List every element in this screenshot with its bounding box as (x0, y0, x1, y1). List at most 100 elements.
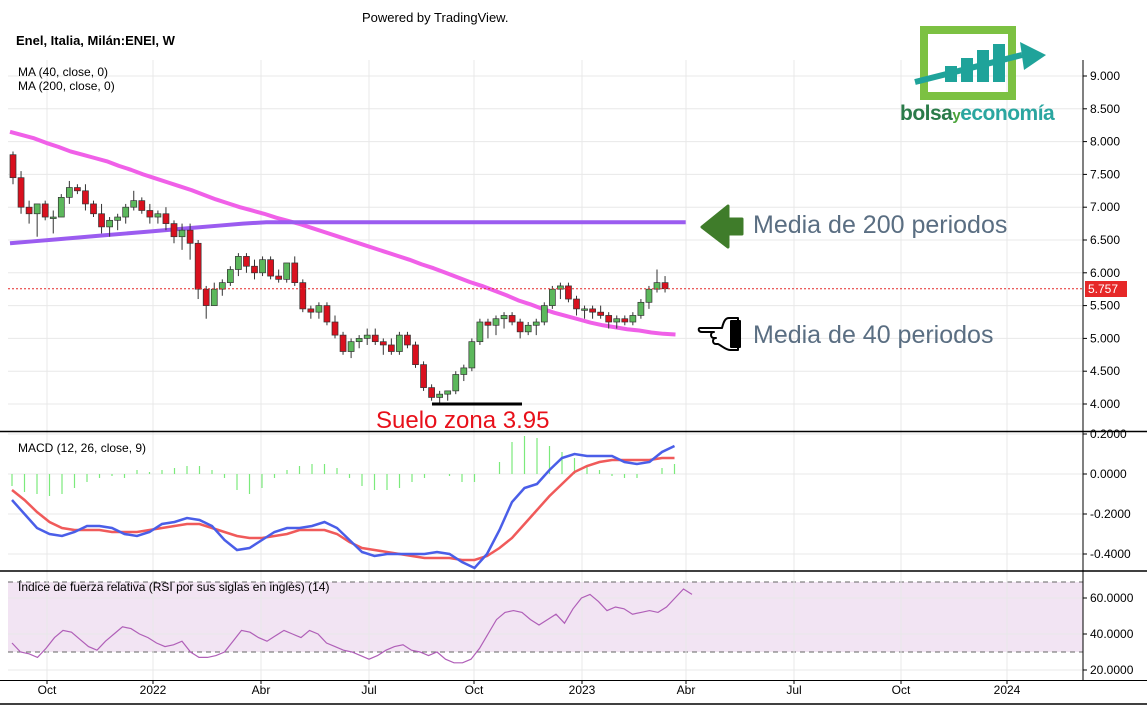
macd-tick-label: 0.2000 (1090, 427, 1127, 441)
candle (412, 341, 419, 368)
candle-body (243, 256, 250, 267)
ma200-line (9, 220, 686, 246)
candle (259, 256, 266, 277)
candle-body (363, 334, 371, 339)
candle-body (516, 321, 524, 333)
candle-body (227, 269, 234, 283)
candle (243, 253, 250, 273)
candle (404, 331, 411, 349)
rsi-tick-label: 20.0000 (1090, 663, 1134, 677)
candle-body (291, 262, 299, 283)
candle-body (452, 374, 460, 392)
candle (82, 184, 89, 211)
candle-body (65, 187, 73, 198)
candle-body (90, 203, 97, 215)
candle (33, 203, 41, 237)
price-axis: 4.000 4.500 5.000 5.500 6.000 6.500 7.000 7.500… (1083, 69, 1120, 411)
candle-body (629, 315, 637, 323)
candle-body (428, 387, 435, 398)
candle (339, 331, 347, 355)
candle (41, 200, 49, 221)
candle-body (33, 203, 41, 215)
candle-body (653, 282, 661, 290)
candle-body (98, 213, 105, 228)
candle-body (581, 308, 588, 311)
candle (476, 318, 484, 345)
candle (540, 302, 548, 326)
macd-tick-label: 0.0000 (1090, 467, 1127, 481)
macd-tick-label: -0.2000 (1090, 507, 1131, 521)
candle-body (283, 262, 291, 280)
candle (49, 210, 57, 234)
candlesticks (9, 151, 669, 404)
candle-body (138, 200, 146, 211)
candle-body (57, 197, 65, 218)
price-tick-label: 4.500 (1090, 364, 1120, 378)
candle (597, 305, 605, 319)
time-tick-label: 2022 (140, 683, 167, 697)
candle (194, 240, 202, 300)
candle (492, 315, 500, 336)
candle (106, 217, 113, 237)
candle-body (532, 321, 540, 326)
rsi-legend: Índice de fuerza relativa (RSI por sus s… (18, 580, 330, 594)
candle (65, 180, 73, 204)
candle (98, 203, 105, 234)
candle (452, 371, 460, 395)
candle (524, 322, 532, 336)
rsi-tick-label: 40.0000 (1090, 627, 1134, 641)
candle (605, 312, 613, 329)
price-tick-label: 9.000 (1090, 69, 1120, 83)
candle (484, 318, 492, 339)
candle (202, 285, 210, 319)
candle-body (565, 285, 572, 300)
candle (138, 197, 146, 214)
candle-body (194, 242, 202, 290)
candle (444, 390, 452, 401)
candle-body (573, 298, 580, 310)
candle (363, 328, 371, 345)
candle-body (548, 288, 556, 306)
candle (267, 256, 274, 280)
candle-body (49, 216, 57, 219)
time-tick-label: Oct (892, 683, 911, 697)
candle-body (235, 256, 242, 270)
logo-arrow-head (1020, 42, 1046, 70)
logo-text-economia: economía (960, 102, 1055, 125)
left-arrow-icon (700, 204, 744, 249)
candle-body (355, 338, 363, 343)
candle (227, 266, 234, 286)
candle-body (130, 200, 138, 208)
price-tick-label: 6.000 (1090, 266, 1120, 280)
candle-body (540, 305, 548, 323)
time-axis: Oct 2022 Abr Jul Oct 2023 Abr Jul Oct 2024 (38, 680, 1021, 697)
candle (9, 151, 17, 185)
candle-body (404, 334, 411, 346)
candle (331, 315, 339, 339)
time-tick-label: Jul (361, 683, 376, 697)
candle-body (106, 219, 113, 228)
candle (315, 302, 323, 319)
logo-graphic (914, 26, 1046, 100)
candle (25, 200, 33, 224)
candle (283, 262, 291, 283)
candle-body (661, 282, 669, 290)
candle (178, 223, 186, 250)
candle (532, 318, 540, 336)
candle (621, 315, 629, 326)
candle-body (412, 344, 419, 365)
candle (436, 390, 443, 404)
time-tick-label: 2024 (994, 683, 1021, 697)
candle-body (500, 315, 508, 320)
candle (162, 207, 170, 231)
time-tick-label: Oct (38, 683, 57, 697)
macd-axis: 0.2000 0.0000 -0.2000 -0.4000 (1083, 427, 1131, 561)
candle-body (267, 259, 274, 277)
candle-body (41, 203, 49, 218)
candle-body (508, 315, 516, 323)
candle-body (605, 315, 613, 323)
candle-body (162, 213, 170, 224)
price-tick-label: 8.000 (1090, 135, 1120, 149)
candle (275, 269, 282, 283)
